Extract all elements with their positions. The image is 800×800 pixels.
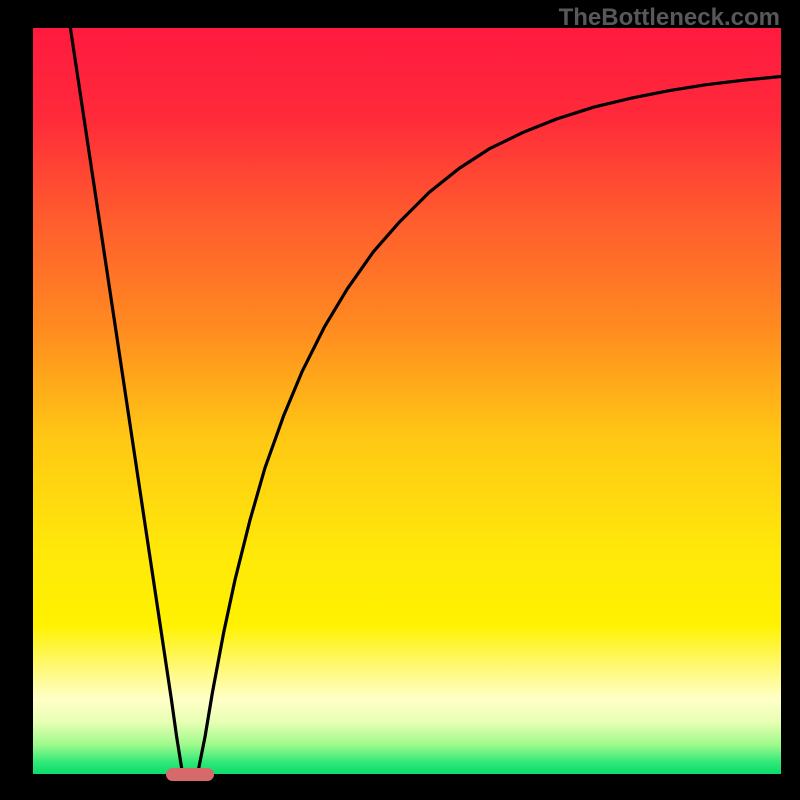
gradient-background bbox=[33, 28, 781, 774]
plot-svg bbox=[33, 28, 781, 774]
watermark-label: TheBottleneck.com bbox=[559, 4, 780, 32]
plot-area bbox=[33, 28, 781, 774]
chart-container: TheBottleneck.com bbox=[0, 0, 800, 800]
optimum-marker bbox=[166, 768, 214, 781]
